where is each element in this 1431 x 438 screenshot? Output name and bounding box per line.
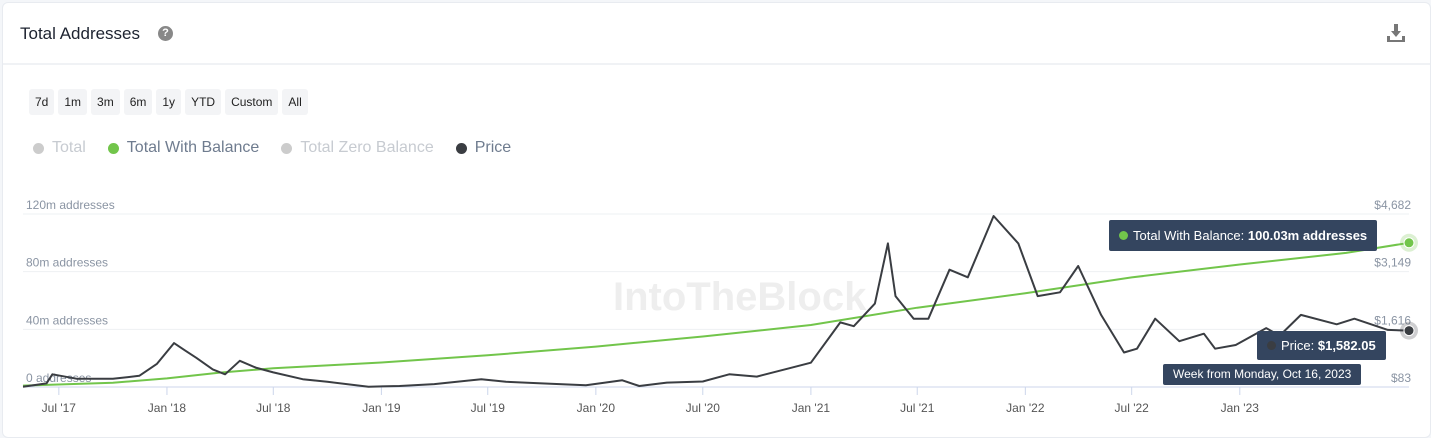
legend-dot-icon [33, 142, 44, 154]
right-axis-label: $4,682 [1374, 198, 1411, 212]
range-button-custom[interactable]: Custom [225, 89, 279, 115]
range-button-ytd[interactable]: YTD [185, 89, 222, 115]
x-axis-label: Jan '18 [148, 401, 187, 415]
balance-dot-icon [1119, 231, 1128, 240]
legend-item-total[interactable]: Total [33, 139, 86, 157]
watermark: IntoTheBlock [613, 275, 867, 319]
left-axis-label: 40m addresses [26, 313, 108, 327]
legend-label: Price [474, 139, 512, 156]
x-axis-label: Jan '21 [792, 401, 831, 415]
x-axis-label: Jul '22 [1115, 401, 1150, 415]
x-axis-label: Jul '18 [256, 401, 291, 415]
legend-item-total-zero-balance[interactable]: Total Zero Balance [281, 139, 434, 157]
date-tooltip: Week from Monday, Oct 16, 2023 [1163, 364, 1362, 385]
left-axis-label: 80m addresses [26, 256, 108, 270]
left-axis-label: 0 addresses [26, 371, 91, 385]
price-dot-icon [1267, 341, 1276, 350]
price-tooltip: Price: $1,582.05 [1257, 331, 1386, 360]
x-axis-label: Jul '19 [471, 401, 506, 415]
series-line-total-with-balance [22, 241, 1410, 387]
x-axis-label: Jan '22 [1006, 401, 1045, 415]
range-button-7d[interactable]: 7d [29, 89, 55, 115]
legend-label: Total [52, 139, 86, 156]
range-button-3m[interactable]: 3m [91, 89, 120, 115]
range-button-all[interactable]: All [282, 89, 308, 115]
download-icon[interactable] [1386, 23, 1406, 43]
series-line-price [22, 215, 1410, 388]
range-button-1m[interactable]: 1m [58, 89, 88, 115]
legend-dot-icon [455, 142, 467, 154]
help-icon[interactable]: ? [158, 26, 173, 41]
x-axis-label: Jan '20 [577, 401, 616, 415]
legend-item-total-with-balance[interactable]: Total With Balance [107, 139, 260, 157]
x-axis-label: Jul '21 [900, 401, 935, 415]
range-selector: 7d 1m 3m 6m 1y YTD Custom All [29, 89, 308, 115]
x-axis-label: Jan '19 [362, 401, 401, 415]
chart: IntoTheBlock 0 addresses $83 40m addresses $… [22, 198, 1418, 415]
legend-item-price[interactable]: Price [455, 139, 512, 157]
hover-point [1403, 237, 1415, 249]
legend-label: Total Zero Balance [300, 139, 434, 156]
balance-tooltip: Total With Balance: 100.03m addresses [1109, 220, 1378, 251]
legend-dot-icon [107, 142, 119, 154]
legend-dot-icon [281, 142, 293, 154]
right-axis-label: $83 [1391, 371, 1411, 385]
left-axis-label: 120m addresses [26, 198, 115, 212]
legend-label: Total With Balance [126, 139, 260, 156]
balance-tooltip-label: Total With Balance: [1133, 228, 1245, 243]
range-button-6m[interactable]: 6m [123, 89, 153, 115]
right-axis-label: $1,616 [1374, 313, 1411, 327]
x-axis-label: Jan '23 [1221, 401, 1260, 415]
price-tooltip-label: Price: [1281, 338, 1315, 353]
right-axis-label: $3,149 [1374, 256, 1411, 270]
range-button-1y[interactable]: 1y [156, 89, 182, 115]
balance-tooltip-value: 100.03m addresses [1247, 228, 1368, 243]
card-title: Total Addresses [20, 24, 141, 43]
hover-point [1403, 325, 1415, 337]
price-tooltip-value: $1,582.05 [1317, 338, 1376, 353]
legend: Total Total With Balance Total Zero Balanc… [33, 139, 511, 157]
x-axis-label: Jul '17 [42, 401, 77, 415]
x-axis-label: Jul '20 [686, 401, 721, 415]
card-header: Total Addresses ? [3, 3, 1430, 65]
